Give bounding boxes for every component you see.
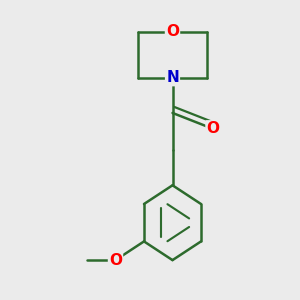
Text: O: O — [166, 24, 179, 39]
Text: N: N — [166, 70, 179, 85]
Text: O: O — [109, 253, 122, 268]
Text: O: O — [206, 121, 220, 136]
